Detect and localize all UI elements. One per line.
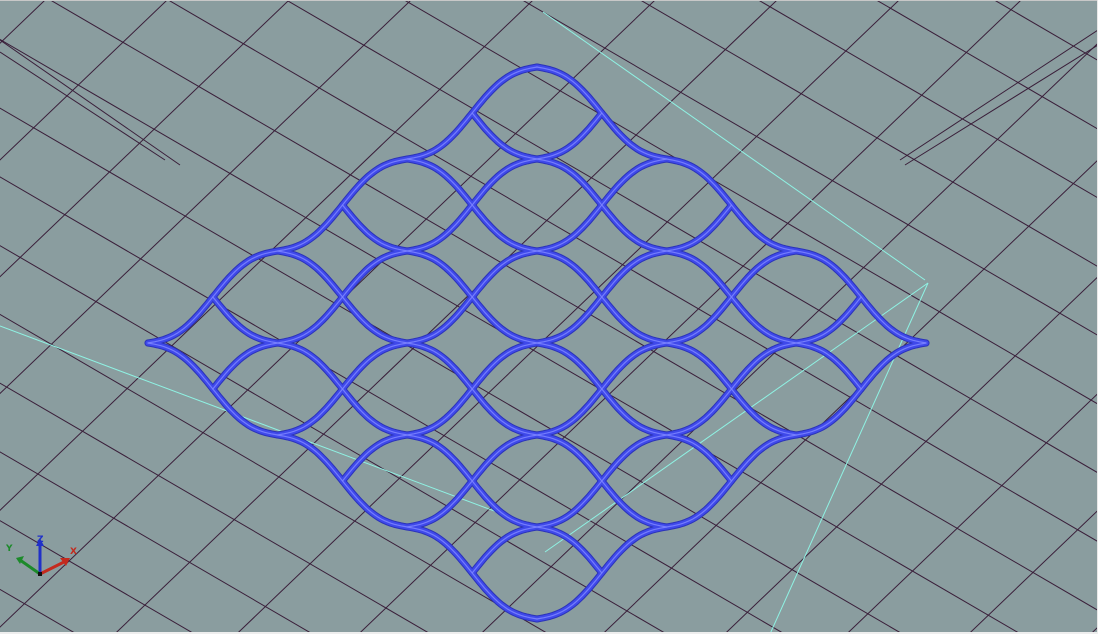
y-axis-line: [19, 558, 41, 576]
grid-line: [479, 42, 1098, 634]
grid-line: [0, 313, 550, 634]
mesh-strand-highlight: [147, 342, 538, 620]
grid-line: [357, 0, 1022, 634]
grid-line: [0, 382, 432, 634]
guide-line: [542, 11, 926, 281]
grid-line: [845, 392, 1098, 634]
grid-line: [757, 0, 1098, 199]
grid-line: [0, 0, 412, 395]
grid-accent-line: [904, 44, 1098, 166]
grid-line: [113, 0, 778, 634]
grid-line: [285, 0, 1098, 474]
x-axis-label: X: [70, 547, 77, 557]
mesh-strand-highlight: [212, 296, 603, 574]
y-axis-arrow-icon: [16, 556, 24, 564]
grid-line: [967, 509, 1098, 634]
viewport-frame-top: [0, 0, 1098, 1]
grid-line: [235, 0, 900, 634]
x-axis-arrow-icon: [60, 558, 70, 566]
grid-line: [601, 159, 1098, 634]
grid-line: [403, 0, 1098, 405]
guide-line: [769, 282, 929, 634]
grid-line: [521, 0, 1098, 336]
guide-line: [0, 325, 546, 531]
grid-line: [639, 0, 1098, 268]
grid-line: [723, 276, 1098, 634]
grid-line: [167, 0, 1098, 543]
grid-line: [0, 0, 534, 511]
grid-accent-line: [0, 39, 181, 166]
grid-line: [0, 0, 168, 161]
grid-line: [0, 0, 290, 278]
guide-line: [544, 282, 929, 553]
grid-accent-line: [0, 51, 166, 161]
grid-line: [0, 520, 196, 634]
z-axis-label: Z: [37, 535, 44, 545]
origin-marker: [38, 572, 42, 576]
viewport-frame-bottom: [0, 632, 1098, 634]
grid-line: [875, 0, 1098, 130]
grid-line: [0, 38, 1022, 634]
x-axis-line: [39, 560, 65, 576]
woven-mesh-surface[interactable]: [144, 63, 930, 623]
grid-line: [0, 176, 786, 634]
mesh-strand-highlight: [536, 342, 927, 620]
bounding-guides: [0, 11, 929, 634]
grid-line: [0, 451, 314, 634]
z-axis-arrow-icon: [36, 538, 44, 546]
y-axis-label: Y: [5, 544, 13, 554]
grid-accent-line: [899, 29, 1098, 161]
axis-triad: Z X Y: [5, 535, 77, 576]
